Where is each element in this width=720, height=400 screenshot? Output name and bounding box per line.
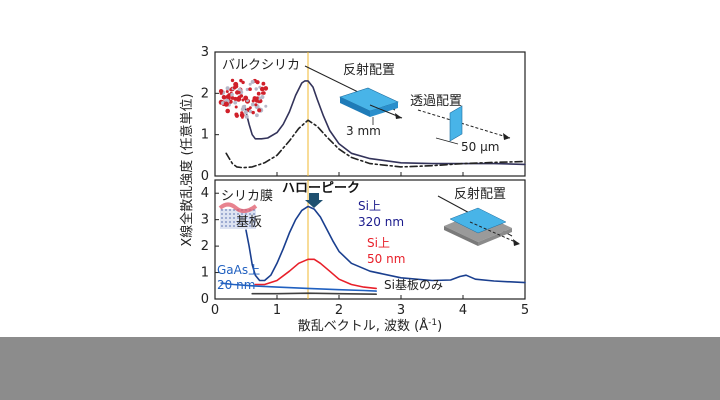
series-line-0-0 xyxy=(244,80,526,166)
x-ticks: 0 1 2 3 4 5 xyxy=(211,172,529,318)
si-320nm-label-line1: Si上 xyxy=(358,199,381,213)
halo-peak-label: ハローピーク xyxy=(282,181,360,196)
si-50nm-label-line2: 50 nm xyxy=(367,252,405,266)
x-tick-label: 3 xyxy=(397,303,405,318)
transmission-plate-illustration xyxy=(417,105,511,145)
substrate-label: 基板 xyxy=(236,215,262,230)
y-tick-label: 2 xyxy=(201,86,209,101)
x-tick-label: 2 xyxy=(335,303,343,318)
y-tick-label: 0 xyxy=(201,169,209,184)
y-tick-label: 1 xyxy=(201,266,209,281)
reflection-label-top: 反射配置 xyxy=(343,62,395,78)
reflection-label-bottom: 反射配置 xyxy=(454,186,506,202)
x-tick-label: 4 xyxy=(459,303,467,318)
gaas-label-line1: GaAs上 xyxy=(217,263,260,277)
series-line-1-1 xyxy=(254,258,377,290)
series-line-1-3 xyxy=(251,292,377,295)
x-tick-label: 5 xyxy=(521,303,529,318)
si-320nm-label-line2: 320 nm xyxy=(358,215,404,229)
thickness-3mm-label: 3 mm xyxy=(346,124,381,138)
reflection-film-illustration-bottom xyxy=(437,195,521,246)
y-tick-label: 2 xyxy=(201,239,209,254)
top-y-ticks: 0 1 2 3 xyxy=(201,45,219,184)
bottom-y-ticks: 0 1 2 3 4 xyxy=(201,186,219,307)
y-tick-label: 0 xyxy=(201,292,209,307)
y-tick-label: 3 xyxy=(201,45,209,60)
x-tick-label: 1 xyxy=(273,303,281,318)
y-tick-label: 4 xyxy=(201,186,209,201)
y-tick-label: 3 xyxy=(201,213,209,228)
bottom-panel-frame xyxy=(214,179,526,300)
bulk-silica-molecule-illustration xyxy=(218,78,269,119)
gaas-label-line2: 20 nm xyxy=(217,278,255,292)
y-tick-label: 1 xyxy=(201,128,209,143)
series-line-0-1 xyxy=(225,119,526,169)
x-axis-label: 散乱ベクトル, 波数 (Å-1) xyxy=(298,318,442,334)
halo-peak-arrow xyxy=(305,193,323,208)
silica-film-label: シリカ膜 xyxy=(221,189,273,204)
top-panel-frame xyxy=(214,51,526,177)
thickness-50um-label: 50 μm xyxy=(461,140,499,154)
top-series-group xyxy=(225,80,526,169)
footer-gray-band xyxy=(0,337,720,400)
x-tick-label: 0 xyxy=(211,303,219,318)
reflection-slab-illustration-top xyxy=(304,65,403,125)
y-axis-label: X線全散乱強度 (任意単位) xyxy=(179,93,195,246)
transmission-label: 透過配置 xyxy=(410,94,462,109)
bulk-silica-label: バルクシリカ xyxy=(222,58,300,73)
si-50nm-label-line1: Si上 xyxy=(367,236,390,250)
si-substrate-only-label: Si基板のみ xyxy=(384,278,443,292)
series-line-1-0 xyxy=(245,205,526,284)
silica-film-on-substrate-illustration xyxy=(218,202,258,229)
bottom-series-group xyxy=(220,205,526,295)
series-line-1-2 xyxy=(220,282,377,292)
